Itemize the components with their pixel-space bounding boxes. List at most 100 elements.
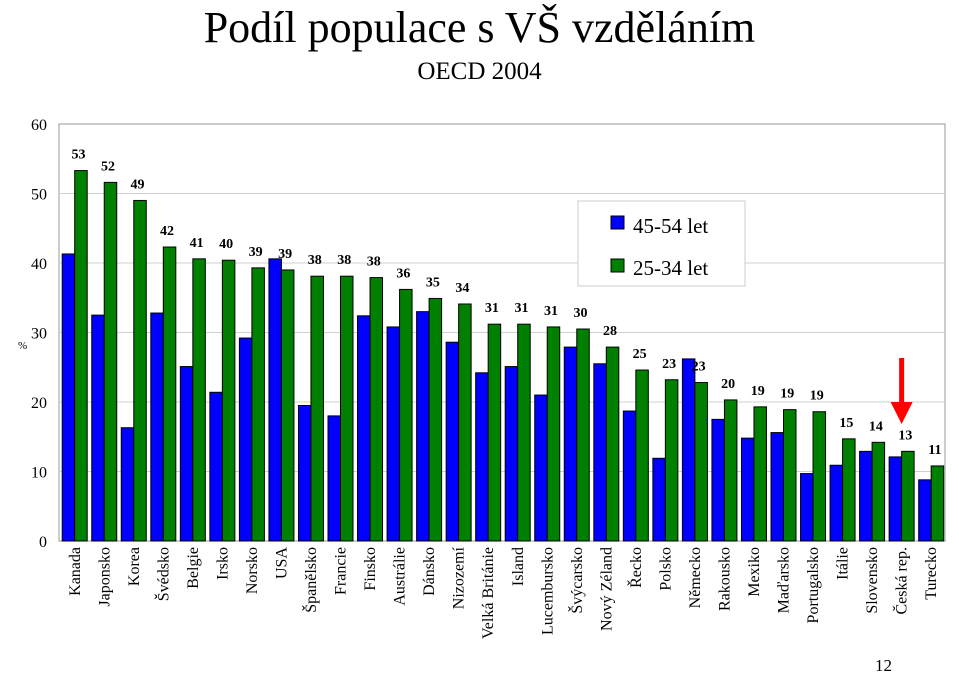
legend-swatch-45-54	[610, 215, 625, 230]
bar-25-34	[369, 277, 384, 542]
bar-25-34	[428, 297, 443, 542]
bar-25-34	[133, 199, 147, 542]
data-label: 36	[396, 266, 410, 281]
data-label: 38	[337, 253, 351, 268]
legend-box	[577, 200, 746, 287]
y-tick-label: 10	[31, 465, 47, 482]
x-tick-label: Belgie	[185, 547, 202, 589]
x-tick-label: Španělsko	[301, 547, 320, 613]
bar-25-34	[871, 441, 886, 542]
bar-45-54	[209, 391, 223, 542]
bar-45-54	[297, 404, 312, 542]
bar-45-54	[770, 432, 784, 542]
legend-label-25-34: 25-34 let	[633, 256, 708, 280]
y-axis-label: %	[18, 340, 27, 352]
data-label: 28	[603, 324, 617, 339]
bar-25-34	[192, 258, 206, 542]
bar-45-54	[416, 311, 430, 542]
bar-45-54	[829, 464, 844, 542]
data-label: 23	[662, 357, 676, 372]
bar-25-34	[487, 323, 502, 542]
bar-25-34	[605, 346, 620, 542]
bar-25-34	[74, 170, 88, 542]
y-tick-label: 30	[31, 326, 47, 343]
bar-25-34	[930, 465, 945, 542]
bar-45-54	[563, 346, 578, 542]
bar-45-54	[150, 312, 164, 542]
bar-25-34	[399, 288, 413, 542]
data-label: 14	[869, 419, 883, 434]
x-tick-label: Česká rep.	[892, 547, 911, 615]
data-label: 34	[455, 281, 469, 296]
bar-45-54	[711, 418, 725, 542]
bar-45-54	[357, 315, 371, 542]
data-label: 23	[692, 360, 706, 375]
x-tick-label: Island	[510, 547, 527, 586]
x-tick-label: Lucembursko	[539, 547, 556, 635]
bar-25-34	[103, 181, 118, 542]
page-number: 12	[875, 656, 892, 675]
y-tick-label: 20	[31, 395, 47, 412]
y-tick-label: 0	[39, 534, 47, 551]
data-label: 39	[249, 245, 263, 260]
x-tick-label: Slovensko	[864, 547, 881, 614]
bar-25-34	[310, 275, 324, 542]
y-tick-label: 50	[31, 187, 47, 204]
x-tick-label: Švédsko	[153, 547, 172, 601]
bar-45-54	[888, 456, 903, 542]
bar-25-34	[458, 303, 472, 542]
bar-45-54	[622, 410, 637, 542]
data-label: 19	[780, 387, 794, 402]
x-tick-label: Turecko	[923, 547, 940, 600]
bar-25-34	[251, 267, 265, 542]
x-tick-label: Kanada	[67, 547, 84, 596]
bar-45-54	[386, 326, 401, 542]
bar-45-54	[475, 372, 489, 542]
data-label: 38	[308, 253, 322, 268]
data-label: 25	[633, 347, 647, 362]
data-label: 35	[426, 275, 440, 290]
bar-45-54	[120, 427, 135, 542]
x-tick-label: Japonsko	[96, 547, 113, 607]
x-tick-label: Francie	[333, 547, 350, 595]
bar-25-34	[812, 411, 827, 542]
bar-45-54	[534, 394, 548, 542]
x-tick-label: Finsko	[362, 547, 379, 591]
bar-45-54	[859, 450, 873, 542]
x-tick-label: Nový Zéland	[598, 547, 615, 631]
legend-label-45-54: 45-54 let	[633, 214, 708, 238]
bar-45-54	[238, 337, 253, 542]
x-tick-label: Velká Británie	[480, 547, 497, 639]
data-label: 53	[71, 148, 85, 163]
bar-25-34	[517, 323, 531, 542]
bar-25-34	[783, 409, 797, 542]
data-label: 38	[367, 255, 381, 270]
x-tick-label: Nizozemí	[451, 546, 468, 609]
chart-title: Podíl populace s VŠ vzděláním	[203, 3, 756, 52]
arrow-head-icon	[890, 402, 913, 424]
bar-45-54	[593, 363, 607, 542]
data-label: 30	[574, 306, 588, 321]
x-tick-label: Mexiko	[746, 547, 763, 597]
x-tick-label: Portugalsko	[805, 547, 822, 623]
bar-25-34	[546, 326, 561, 542]
data-label: 42	[160, 224, 174, 239]
data-label: 49	[131, 177, 145, 192]
bar-25-34	[635, 369, 649, 542]
bar-25-34	[694, 382, 708, 542]
bar-25-34	[576, 328, 590, 542]
bar-25-34	[221, 259, 236, 542]
bar-45-54	[445, 341, 460, 542]
bar-45-54	[61, 253, 76, 542]
bar-45-54	[91, 314, 105, 542]
bar-45-54	[504, 366, 519, 542]
bar-45-54	[918, 479, 932, 542]
data-label: 52	[101, 159, 115, 174]
data-label: 11	[928, 443, 941, 458]
bar-25-34	[723, 399, 738, 542]
bar-25-34	[280, 269, 295, 542]
bar-45-54	[327, 415, 341, 542]
x-tick-label: Rakousko	[717, 547, 734, 611]
x-tick-label: Norsko	[244, 547, 261, 594]
x-tick-label: Švýcarsko	[567, 547, 586, 614]
